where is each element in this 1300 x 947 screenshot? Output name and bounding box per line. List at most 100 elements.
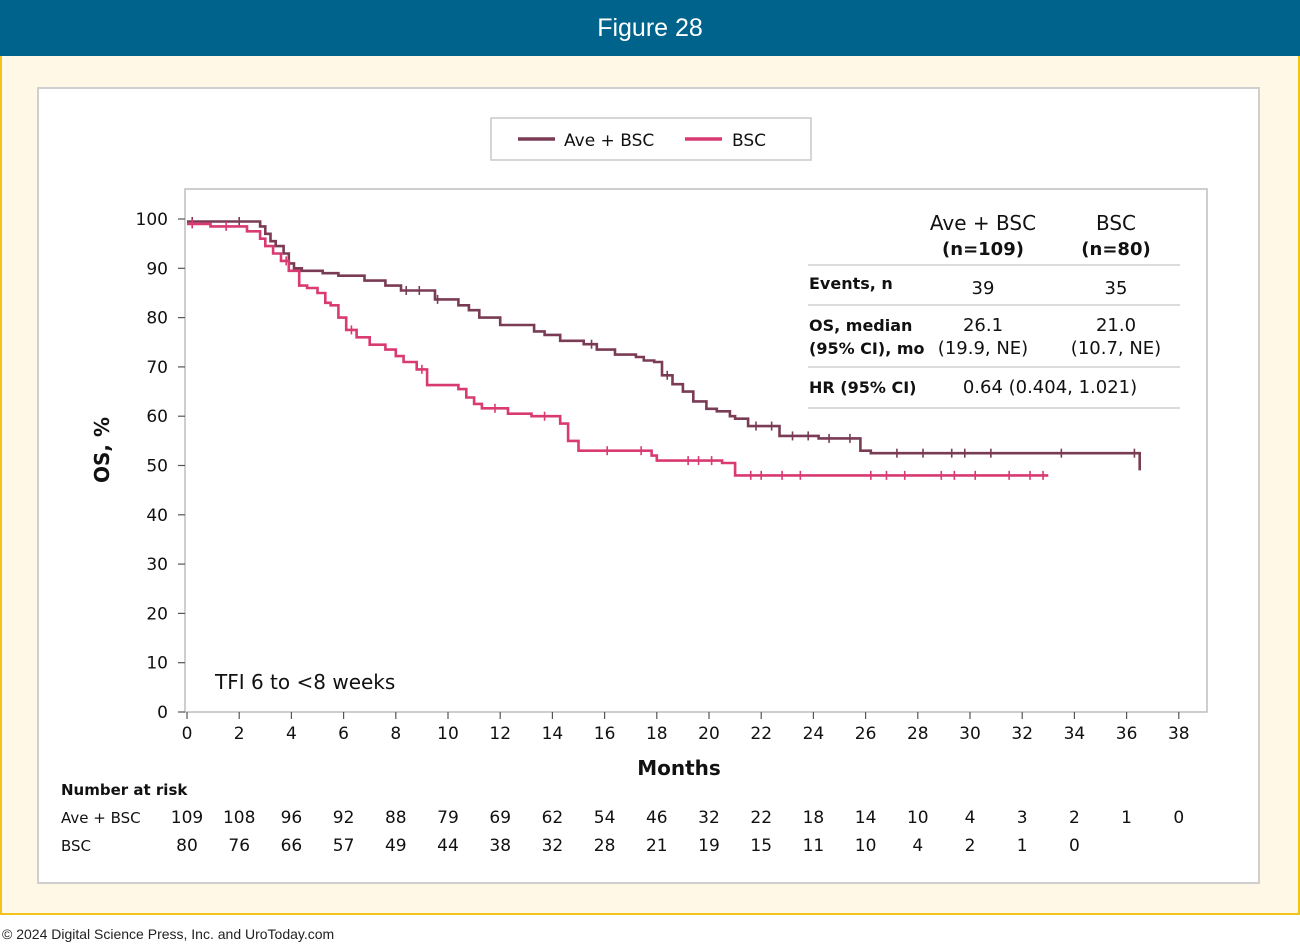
risk-value-ave-bsc: 14 — [855, 808, 877, 828]
y-tick-label: 30 — [146, 555, 168, 575]
risk-value-bsc: 19 — [698, 836, 720, 856]
risk-value-ave-bsc: 54 — [594, 808, 616, 828]
x-tick-label: 22 — [750, 724, 772, 744]
x-tick-label: 20 — [698, 724, 720, 744]
plot-frame — [184, 188, 1208, 713]
risk-value-bsc: 2 — [965, 836, 976, 856]
risk-value-bsc: 49 — [385, 836, 407, 856]
y-tick-label: 60 — [146, 407, 168, 427]
risk-value-ave-bsc: 3 — [1017, 808, 1028, 828]
stats-cell: 21.0 — [1096, 315, 1136, 336]
x-tick-label: 18 — [646, 724, 668, 744]
y-tick-label: 50 — [146, 457, 168, 477]
risk-value-ave-bsc: 108 — [223, 808, 255, 828]
header-bar — [0, 0, 1300, 56]
risk-value-bsc: 28 — [594, 836, 616, 856]
x-tick-label: 36 — [1116, 724, 1138, 744]
risk-value-ave-bsc: 4 — [965, 808, 976, 828]
stats-cell: 26.1 — [963, 315, 1003, 336]
figure-title: Figure 28 — [597, 14, 703, 42]
risk-value-bsc: 0 — [1069, 836, 1080, 856]
risk-value-ave-bsc: 18 — [803, 808, 825, 828]
y-tick-label: 10 — [146, 654, 168, 674]
x-tick-label: 2 — [234, 724, 245, 744]
risk-value-ave-bsc: 88 — [385, 808, 407, 828]
axes: 0 2 4 6 8 10 12 14 16 18 20 22 24 26 28 30 32 34 36 3801020… — [136, 210, 1190, 744]
risk-row-label-bsc: BSC — [61, 837, 91, 855]
y-tick-label: 70 — [146, 358, 168, 378]
risk-value-bsc: 15 — [750, 836, 772, 856]
risk-value-ave-bsc: 79 — [437, 808, 459, 828]
y-axis-label: OS, % — [90, 417, 114, 483]
stats-cell: 39 — [972, 278, 995, 299]
x-tick-label: 14 — [542, 724, 564, 744]
risk-value-bsc: 1 — [1017, 836, 1028, 856]
risk-value-ave-bsc: 46 — [646, 808, 668, 828]
risk-value-ave-bsc: 2 — [1069, 808, 1080, 828]
risk-row-label-ave-bsc: Ave + BSC — [61, 809, 141, 827]
y-tick-label: 90 — [146, 259, 168, 279]
stats-row-label: (95% CI), mo — [809, 339, 925, 358]
risk-value-ave-bsc: 1 — [1121, 808, 1132, 828]
stats-col-header-ave: Ave + BSC — [930, 211, 1036, 235]
risk-value-ave-bsc: 96 — [281, 808, 303, 828]
stats-row-label: OS, median — [809, 316, 912, 335]
risk-value-bsc: 80 — [176, 836, 198, 856]
risk-value-bsc: 10 — [855, 836, 877, 856]
stats-col-n-ave: (n=109) — [942, 239, 1024, 260]
stats-cell: 35 — [1105, 278, 1128, 299]
risk-value-bsc: 76 — [228, 836, 250, 856]
x-tick-label: 24 — [803, 724, 825, 744]
series-layer — [187, 216, 1141, 480]
y-tick-label: 40 — [146, 506, 168, 526]
x-tick-label: 12 — [489, 724, 511, 744]
x-tick-label: 30 — [959, 724, 981, 744]
risk-value-ave-bsc: 92 — [333, 808, 355, 828]
risk-value-bsc: 32 — [542, 836, 564, 856]
stats-col-header-bsc: BSC — [1096, 211, 1136, 235]
x-tick-label: 4 — [286, 724, 297, 744]
x-tick-label: 28 — [907, 724, 929, 744]
stats-col-n-bsc: (n=80) — [1081, 239, 1150, 260]
x-axis-label: Months — [637, 756, 721, 780]
risk-value-bsc: 57 — [333, 836, 355, 856]
x-tick-label: 38 — [1168, 724, 1190, 744]
risk-value-ave-bsc: 109 — [171, 808, 203, 828]
y-tick-label: 0 — [157, 703, 168, 723]
stats-cell: 0.64 (0.404, 1.021) — [963, 377, 1137, 398]
subgroup-annotation: TFI 6 to <8 weeks — [214, 670, 395, 694]
y-tick-label: 20 — [146, 604, 168, 624]
x-tick-label: 34 — [1064, 724, 1086, 744]
risk-table-title: Number at risk — [61, 781, 188, 799]
copyright-footer: © 2024 Digital Science Press, Inc. and U… — [2, 926, 335, 942]
legend-label-bsc: BSC — [732, 131, 766, 151]
x-tick-label: 0 — [182, 724, 193, 744]
stats-cell: (19.9, NE) — [938, 338, 1028, 359]
x-tick-label: 10 — [437, 724, 459, 744]
risk-value-bsc: 21 — [646, 836, 668, 856]
risk-value-ave-bsc: 62 — [542, 808, 564, 828]
x-tick-label: 8 — [390, 724, 401, 744]
risk-value-bsc: 4 — [912, 836, 923, 856]
x-tick-label: 26 — [855, 724, 877, 744]
y-tick-label: 80 — [146, 309, 168, 329]
legend: Ave + BSC BSC — [490, 117, 812, 161]
risk-value-bsc: 66 — [281, 836, 303, 856]
stats-table: Ave + BSC (n=109) BSC (n=80) Events, n 3… — [808, 211, 1180, 409]
km-curve-bsc — [187, 222, 1049, 477]
x-tick-label: 32 — [1011, 724, 1033, 744]
risk-value-bsc: 11 — [803, 836, 825, 856]
risk-value-ave-bsc: 0 — [1173, 808, 1184, 828]
risk-value-ave-bsc: 10 — [907, 808, 929, 828]
stats-cell: (10.7, NE) — [1071, 338, 1161, 359]
risk-value-bsc: 44 — [437, 836, 459, 856]
x-tick-label: 16 — [594, 724, 616, 744]
stats-row-label: Events, n — [809, 274, 893, 293]
stats-row-label: HR (95% CI) — [809, 378, 916, 397]
y-tick-label: 100 — [136, 210, 168, 230]
risk-value-ave-bsc: 32 — [698, 808, 720, 828]
risk-value-ave-bsc: 69 — [489, 808, 511, 828]
risk-table: Number at risk Ave + BSC BSC 109 108 96 92 8… — [61, 781, 1184, 856]
risk-value-ave-bsc: 22 — [750, 808, 772, 828]
